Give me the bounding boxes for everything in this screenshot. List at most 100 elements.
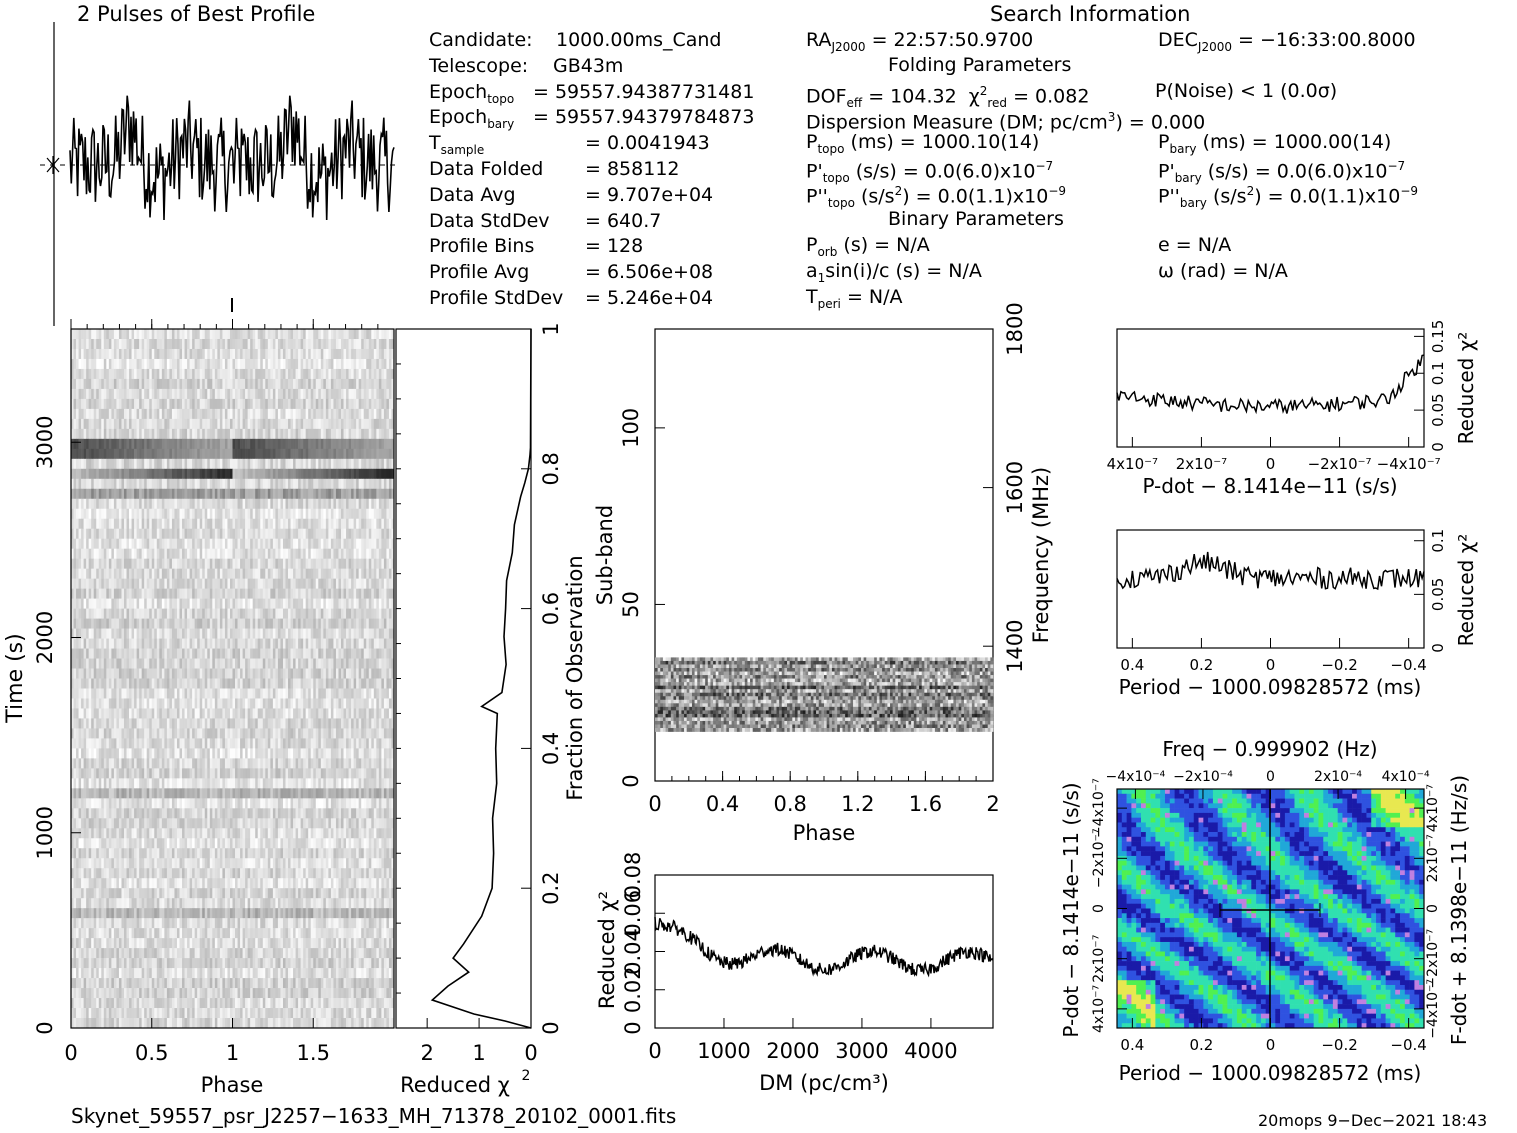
time-phase-cell <box>343 648 347 659</box>
time-phase-cell <box>383 638 387 649</box>
time-phase-cell <box>146 618 150 629</box>
time-phase-cell <box>280 588 284 599</box>
time-phase-cell <box>111 528 115 539</box>
time-phase-cell <box>388 408 392 420</box>
time-phase-cell <box>156 518 160 530</box>
time-phase-cell <box>166 428 170 440</box>
time-phase-cell <box>204 448 208 460</box>
time-phase-cell <box>361 578 365 589</box>
time-phase-cell <box>118 528 122 539</box>
time-phase-cell <box>154 588 158 599</box>
time-phase-cell <box>260 448 264 460</box>
time-phase-cell <box>368 638 372 649</box>
time-phase-cell <box>209 398 213 410</box>
time-phase-cell <box>149 428 153 440</box>
time-phase-cell <box>176 538 180 549</box>
time-phase-cell <box>212 688 216 699</box>
time-phase-cell <box>335 528 339 539</box>
time-phase-cell <box>368 548 372 559</box>
time-phase-cell <box>270 498 274 510</box>
time-phase-cell <box>270 418 274 430</box>
time-phase-cell <box>121 448 125 460</box>
time-phase-cell <box>136 708 140 719</box>
time-phase-cell <box>164 688 168 699</box>
time-phase-cell <box>194 338 198 350</box>
time-phase-cell <box>106 488 110 500</box>
time-phase-cell <box>371 638 375 649</box>
time-phase-cell <box>151 488 155 500</box>
time-phase-cell <box>245 428 248 440</box>
time-phase-cell <box>313 398 317 410</box>
time-phase-cell <box>161 518 165 530</box>
time-phase-cell <box>108 558 112 569</box>
time-phase-cell <box>174 628 178 639</box>
time-phase-cell <box>83 628 87 639</box>
time-phase-cell <box>98 368 102 380</box>
time-phase-cell <box>378 638 382 649</box>
time-phase-cell <box>179 628 183 639</box>
time-phase-cell <box>194 329 198 340</box>
time-phase-cell <box>303 688 306 699</box>
time-phase-cell <box>73 668 77 679</box>
time-phase-cell <box>139 378 142 390</box>
time-phase-cell <box>293 448 296 460</box>
time-phase-cell <box>146 388 150 400</box>
time-phase-cell <box>209 468 213 480</box>
time-phase-cell <box>277 588 281 599</box>
time-phase-cell <box>189 498 193 510</box>
time-phase-cell <box>361 648 365 659</box>
time-phase-cell <box>129 708 132 719</box>
time-phase-cell <box>159 548 163 559</box>
time-phase-cell <box>88 508 92 520</box>
time-phase-cell <box>388 678 392 689</box>
time-phase-cell <box>356 638 359 649</box>
time-phase-cell <box>260 478 264 490</box>
time-phase-cell <box>197 558 200 569</box>
time-phase-cell <box>83 578 87 589</box>
time-phase-cell <box>255 518 259 530</box>
time-phase-cell <box>73 468 77 480</box>
time-phase-cell <box>386 528 390 539</box>
time-phase-cell <box>103 428 107 440</box>
time-phase-cell <box>144 508 147 520</box>
time-phase-cell <box>237 548 241 559</box>
time-phase-cell <box>204 368 208 380</box>
time-phase-cell <box>98 498 102 510</box>
time-phase-cell <box>164 408 168 420</box>
time-phase-cell <box>265 598 269 609</box>
time-phase-cell <box>189 678 193 689</box>
time-phase-cell <box>366 528 370 539</box>
time-phase-cell <box>214 518 218 530</box>
time-phase-cell <box>275 708 279 719</box>
time-phase-cell <box>78 658 82 669</box>
time-phase-cell <box>361 588 365 599</box>
time-phase-cell <box>260 428 264 440</box>
time-phase-cell <box>305 578 309 589</box>
time-phase-cell <box>169 338 173 350</box>
time-phase-cell <box>260 568 264 579</box>
time-phase-cell <box>298 348 301 360</box>
time-phase-cell <box>202 678 206 689</box>
time-phase-cell <box>194 668 198 679</box>
time-phase-cell <box>383 648 387 659</box>
time-phase-cell <box>346 558 349 569</box>
time-phase-cell <box>227 338 231 350</box>
time-phase-cell <box>149 568 153 579</box>
time-phase-cell <box>229 578 233 589</box>
time-phase-cell <box>73 398 77 410</box>
time-phase-cell <box>207 418 211 430</box>
time-phase-cell <box>229 698 233 709</box>
time-phase-cell <box>161 428 165 440</box>
time-phase-cell <box>134 408 137 420</box>
time-phase-cell <box>123 608 127 619</box>
time-phase-cell <box>328 348 332 360</box>
time-phase-cell <box>98 508 102 520</box>
time-phase-cell <box>192 528 195 539</box>
time-phase-cell <box>237 668 241 679</box>
time-phase-cell <box>214 488 218 500</box>
time-phase-cell <box>295 708 299 719</box>
time-phase-cell <box>154 548 158 559</box>
time-phase-cell <box>328 658 332 669</box>
time-phase-cell <box>214 478 218 490</box>
time-phase-cell <box>346 708 349 719</box>
